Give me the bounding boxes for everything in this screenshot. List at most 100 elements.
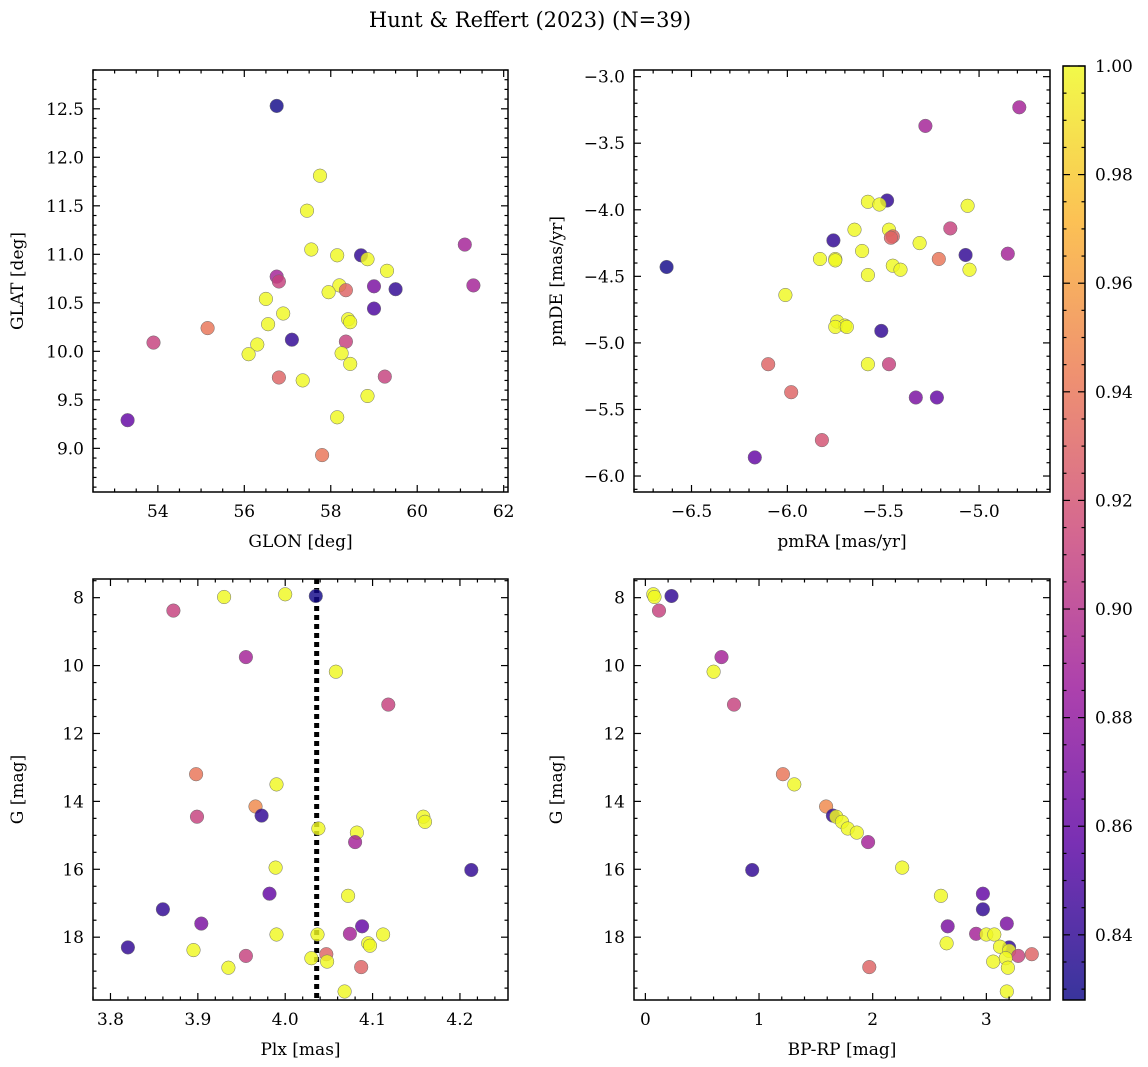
point-pmra-pmde-6 [847,222,862,237]
point-pmra-pmde-14 [958,247,973,263]
point-glon-glat-5 [330,248,345,263]
y-axis-label: GLAT [deg] [8,232,28,330]
xtick-label: 1 [754,1010,765,1030]
point-glon-glat-33 [295,373,310,388]
point-bprp-g-33 [986,954,1001,969]
point-bprp-g-7 [775,767,790,782]
point-plx-g-7 [189,767,204,782]
ytick-label: 16 [603,860,625,880]
point-pmra-pmde-12 [912,236,927,251]
xtick-label: 60 [406,502,428,522]
x-axis-label: BP-RP [mag] [788,1040,897,1060]
colorbar-bar [1062,65,1086,1001]
colorbar-tick-label: 0.96 [1095,274,1133,294]
point-pmra-pmde-4 [872,197,887,212]
point-glon-glat-31 [377,369,392,384]
point-plx-g-26 [376,927,391,942]
point-bprp-g-1 [647,589,662,605]
point-bprp-g-31 [1011,948,1026,963]
colorbar-tick-label: 0.90 [1095,600,1133,620]
point-pmra-pmde-30 [874,323,889,338]
point-glon-glat-10 [271,274,286,289]
ytick-label: 18 [603,928,625,948]
ytick-label: 16 [62,860,84,880]
ytick-label: −4.5 [584,267,625,287]
ytick-label: 18 [62,928,84,948]
point-pmra-pmde-15 [1000,246,1015,261]
point-pmra-pmde-20 [659,259,674,275]
point-plx-g-33 [238,948,253,963]
point-plx-g-19 [262,886,277,901]
colorbar-tick-label: 0.94 [1095,383,1133,403]
ytick-label: −6.0 [584,467,625,487]
point-bprp-g-8 [787,777,802,792]
point-plx-g-18 [464,862,479,878]
xtick-label: 3.8 [97,1010,124,1030]
point-plx-g-14 [311,821,326,836]
panel-plx-g: 3.8 3.9 4.0 4.1 4.2 8 10 12 14 16 18 Plx [mas] G [ma… [8,578,509,1060]
xtick-label: 4.2 [446,1010,473,1030]
point-plx-g-1 [217,589,232,605]
ytick-label: 10.0 [46,342,84,362]
y-axis-label: G [mag] [547,755,567,824]
point-glon-glat-12 [366,279,382,294]
point-bprp-g-17 [745,862,760,878]
point-pmra-pmde-24 [860,267,875,283]
point-plx-g-20 [341,888,356,903]
point-pmra-pmde-11 [826,233,841,248]
x-axis-label: GLON [deg] [248,532,352,552]
point-plx-g-2 [308,588,323,604]
xtick-label: 62 [493,502,515,522]
point-glon-glat-24 [284,332,299,347]
point-glon-glat-23 [200,321,215,336]
point-plx-g-23 [355,919,370,934]
point-pmra-pmde-1 [918,118,933,133]
y-axis-label: pmDE [mas/yr] [547,216,567,346]
point-glon-glat-3 [457,237,472,252]
point-plx-g-0 [278,587,293,602]
xtick-label: 3 [981,1010,992,1030]
ytick-label: −3.5 [584,134,625,154]
xtick-label: 4.1 [359,1010,386,1030]
point-plx-g-29 [362,938,378,953]
point-plx-g-25 [310,927,325,942]
point-glon-glat-32 [271,370,286,385]
point-plx-g-13 [417,814,433,829]
point-plx-g-17 [268,860,283,875]
point-plx-g-5 [328,664,343,679]
point-glon-glat-2 [299,203,315,218]
point-pmra-pmde-35 [908,390,923,405]
axes-frame [92,69,509,493]
ytick-label: 12 [62,724,84,744]
point-glon-glat-29 [241,347,256,362]
colorbar-tick-label: 0.98 [1095,166,1133,186]
point-glon-glat-30 [343,356,358,371]
point-bprp-g-5 [706,664,721,679]
point-bprp-g-3 [651,603,667,618]
point-pmra-pmde-33 [881,357,897,372]
point-pmra-pmde-34 [784,385,799,400]
ytick-label: 11.5 [46,197,84,217]
colorbar-tick-label: 0.86 [1095,817,1133,837]
point-glon-glat-7 [360,252,375,267]
point-plx-g-21 [155,902,170,917]
point-glon-glat-16 [321,285,336,300]
point-glon-glat-36 [120,413,135,428]
point-bprp-g-36 [999,984,1014,999]
point-glon-glat-27 [250,337,265,352]
xtick-label: 3.9 [184,1010,211,1030]
point-pmra-pmde-37 [814,433,829,448]
ytick-label: −5.0 [584,334,625,354]
point-glon-glat-34 [360,388,375,404]
point-pmra-pmde-38 [747,450,762,465]
point-plx-g-35 [320,954,335,969]
axes-frame [633,578,1051,1001]
axes-frame [633,69,1051,493]
point-bprp-g-30 [1024,947,1039,962]
figure-title: Hunt & Reffert (2023) (N=39) [369,8,691,32]
point-plx-g-34 [304,951,319,966]
point-bprp-g-25 [987,927,1002,942]
colorbar-tick-label: 0.92 [1095,491,1133,511]
point-bprp-g-18 [933,888,948,903]
point-bprp-g-34 [1000,960,1015,975]
